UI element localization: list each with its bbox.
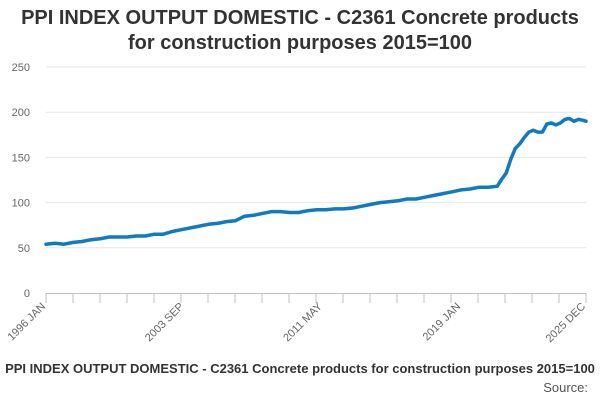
data-point [414,197,418,201]
data-point [162,233,165,236]
data-point [225,220,228,223]
x-tick-label: 2019 JAN [421,301,464,344]
x-tick-label: 1996 JAN [5,301,48,344]
data-point [477,186,481,189]
footer-title: PPI INDEX OUTPUT DOMESTIC - C2361 Concre… [0,360,600,377]
data-point [432,194,436,197]
data-point [505,171,508,174]
data-point [387,200,391,203]
data-point [252,214,255,217]
data-point [243,214,246,218]
data-point [71,241,75,244]
source-label: Source: [543,380,588,395]
grid-lines [46,66,586,249]
data-point [563,118,567,121]
data-point [126,235,129,239]
y-tick-label: 250 [12,62,30,74]
y-tick-label: 150 [12,152,30,164]
data-point [53,242,57,245]
y-tick-label: 100 [12,198,30,210]
data-point [541,130,544,134]
data-point [545,122,549,126]
chart-title-line-2: for construction purposes 2015=100 [127,32,472,54]
data-point [423,195,427,199]
series-line [44,116,588,246]
data-point [554,123,558,127]
data-point [180,228,183,231]
y-axis: 0 50 100 150 200 250 [12,62,30,300]
data-point [153,233,156,236]
data-point [171,230,174,233]
data-point [306,209,309,212]
data-point [550,121,553,125]
data-point [532,129,535,132]
x-tick-label: 2025 DEC [544,301,588,345]
chart-title-line-1: PPI INDEX OUTPUT DOMESTIC - C2361 Concre… [21,7,579,29]
y-tick-label: 50 [18,243,30,255]
data-point [261,212,264,215]
data-point [487,186,490,189]
data-point [572,120,576,123]
data-point [577,118,580,121]
x-tick-label: 2011 MAY [281,300,325,344]
data-point [527,130,531,134]
data-point [189,226,192,230]
data-point [523,136,526,139]
data-point [297,211,300,214]
data-point [559,121,562,125]
data-point [568,117,571,120]
data-point [324,208,327,212]
x-tick-label: 2003 SEP [143,301,187,345]
data-point [216,222,219,225]
data-point [351,206,355,210]
data-point [518,142,522,146]
footer-title-text: PPI INDEX OUTPUT DOMESTIC - C2361 Concre… [5,361,595,376]
data-point [396,199,400,202]
data-point [441,192,445,195]
data-point [514,147,517,150]
data-point [198,224,201,228]
data-point [450,190,454,193]
chart-title: PPI INDEX OUTPUT DOMESTIC - C2361 Concre… [0,6,600,56]
data-point [107,235,111,239]
data-point [496,185,499,188]
data-point [315,208,318,212]
data-point [270,210,273,213]
y-tick-label: 200 [12,107,30,119]
x-axis: 1996 JAN 2003 SEP 2011 MAY 2019 JAN 2025 DEC [5,293,588,345]
data-point [98,237,102,240]
data-point [509,158,512,161]
data-point [584,120,588,123]
data-point [89,238,93,241]
data-point [207,223,210,226]
data-point [333,207,336,211]
data-point [536,130,540,134]
data-point [360,205,364,208]
data-point [581,119,585,122]
data-point [62,242,66,246]
data-point [80,240,84,243]
data-point [234,219,237,222]
data-point [116,235,120,239]
data-point [378,201,382,204]
y-tick-label: 0 [24,288,30,300]
data-point [342,207,346,211]
data-point [144,234,147,238]
data-point [500,177,503,181]
data-point [44,242,48,246]
data-point [135,234,138,238]
data-point [405,197,409,201]
data-point [459,188,463,192]
data-point [369,203,373,206]
data-point [468,187,472,191]
data-point [288,211,291,214]
data-point [279,210,282,213]
series-layer [44,116,588,246]
